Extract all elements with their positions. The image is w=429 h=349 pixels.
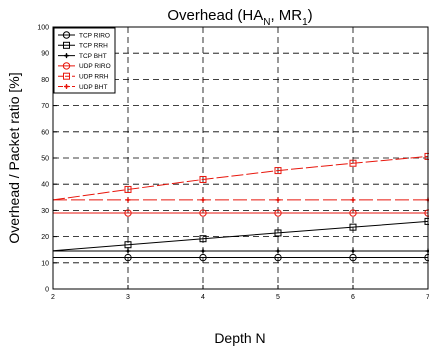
legend-entry: UDP RIRO [58,62,111,70]
y-tick-label: 0 [45,287,49,294]
data-point [274,229,282,237]
legend-label: UDP RRH [79,74,109,81]
y-tick-label: 80 [41,77,49,84]
data-point [274,209,282,217]
data-point [350,248,356,254]
x-tick-label: 7 [426,294,429,301]
data-point [199,209,207,217]
legend-label: UDP RIRO [79,63,111,70]
legend-marker [64,53,69,59]
title-part-1: Overhead (HA [167,7,263,24]
data-point [124,185,132,193]
y-tick-label: 40 [41,182,49,189]
legend-label: TCP RIRO [79,32,110,39]
title-part-3: ) [308,7,313,24]
data-point [200,248,206,254]
x-tick-label: 6 [351,294,355,301]
data-point [349,223,357,231]
data-point [274,253,282,262]
x-axis-label: Depth N [214,330,265,346]
data-point [274,167,282,175]
legend-entry: TCP BHT [58,53,107,60]
y-tick-label: 30 [41,208,49,215]
series-tcp-bht [53,248,429,254]
legend-entry: UDP RRH [58,72,109,81]
title-subscript-n: N [263,17,270,28]
data-point [124,253,132,262]
data-point [124,209,132,217]
legend-label: TCP BHT [79,53,107,60]
data-point [199,253,207,262]
x-tick-label: 5 [276,294,280,301]
chart-title: Overhead (HAN, MR1) [167,7,312,28]
data-point [349,209,357,217]
legend-label: TCP RRH [79,43,108,50]
legend-entry: TCP RIRO [58,31,110,39]
series-layer [52,152,429,262]
y-tick-label: 10 [41,260,49,267]
y-tick-label: 20 [41,234,49,241]
data-point [275,248,281,254]
legend-label: UDP BHT [79,84,107,91]
series-line [52,220,429,252]
legend: TCP RIRO TCP RRH TCP BHT UDP RIRO UDP RRH UDP… [53,27,116,94]
data-point [199,175,207,183]
data-point [125,248,131,254]
legend-entry: UDP BHT [58,84,107,91]
legend-marker [63,72,70,80]
legend-marker [62,31,71,39]
data-point [124,241,132,249]
x-tick-label: 2 [51,294,55,301]
y-tick-label: 60 [41,129,49,136]
legend-box [53,27,116,94]
data-point [275,197,281,203]
legend-marker [62,62,71,70]
y-tick-label: 70 [41,103,49,110]
title-part-2: , MR [270,7,302,24]
data-point [199,235,207,243]
data-point [349,253,357,262]
series-tcp-riro [53,253,429,262]
y-tick-label: 50 [41,156,49,163]
x-tick-label: 4 [201,294,205,301]
legend-entry: TCP RRH [58,41,108,50]
title-subscript-1: 1 [302,17,308,28]
data-point [349,159,357,167]
data-point [125,197,131,203]
y-axis-label: Overhead / Packet ratio [%] [6,72,22,243]
data-point [350,197,356,203]
data-point [200,197,206,203]
y-tick-label: 100 [37,25,49,32]
legend-marker [64,84,69,89]
y-tick-label: 90 [41,51,49,58]
legend-marker [63,41,70,49]
series-line [52,155,429,201]
x-tick-label: 3 [126,294,130,301]
